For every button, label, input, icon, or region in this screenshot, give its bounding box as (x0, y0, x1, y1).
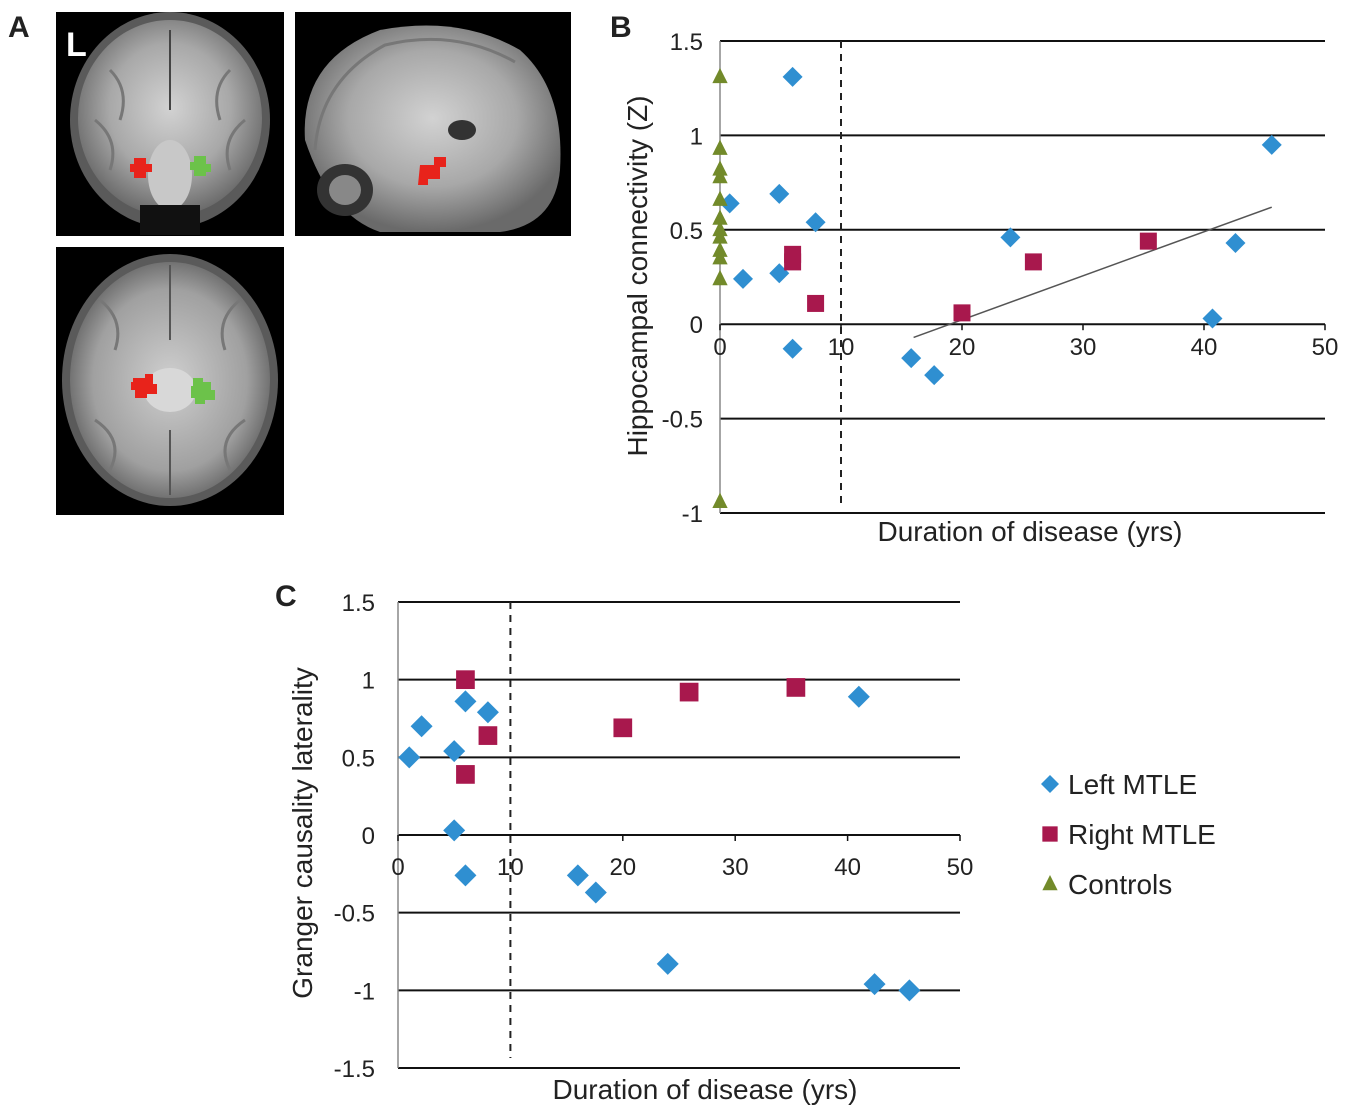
x-tick-label: 20 (609, 854, 636, 881)
data-point-diamond (732, 268, 753, 289)
y-tick-label: 0 (690, 312, 703, 339)
data-point-triangle (712, 228, 728, 244)
data-point-diamond (454, 864, 477, 887)
data-point-diamond (410, 715, 433, 738)
y-tick-label: -1 (682, 501, 703, 528)
data-point-square (807, 294, 825, 312)
data-point-diamond (443, 819, 466, 842)
x-tick-label: 0 (391, 854, 404, 881)
data-point-triangle (712, 190, 728, 206)
y-tick-label: 1 (362, 668, 375, 695)
right-hippocampus-roi-axial (191, 378, 215, 404)
hippocampus-roi-sagittal (418, 157, 446, 185)
data-point-diamond (454, 690, 477, 713)
data-point-square (456, 670, 475, 690)
data-point-square (784, 253, 802, 271)
y-tick-label: 1.5 (670, 29, 703, 56)
x-tick-label: 0 (713, 334, 726, 361)
y-tick-label: -1 (354, 978, 375, 1005)
sagittal-mri-image (295, 12, 571, 236)
chart-legend: Left MTLE Right MTLE Controls (1041, 769, 1216, 900)
y-axis-label: Hippocampal connectivity (Z) (622, 95, 653, 456)
y-tick-label: -0.5 (334, 901, 375, 928)
panel-label-b: B (610, 11, 632, 44)
data-point-triangle (712, 209, 728, 225)
x-tick-label: 30 (1070, 334, 1097, 361)
data-point-triangle (712, 269, 728, 286)
axial-mri-image (56, 247, 284, 515)
data-point-diamond (1000, 227, 1021, 248)
data-point-triangle (712, 167, 728, 184)
x-tick-label: 20 (949, 334, 976, 361)
data-point-diamond (805, 212, 826, 233)
orientation-label: L (66, 26, 87, 64)
data-point-diamond (898, 979, 921, 1002)
data-point-diamond (1202, 308, 1223, 329)
data-point-diamond (656, 952, 679, 975)
data-point-square (478, 726, 498, 745)
data-point-diamond (769, 183, 790, 204)
panel-b-chart: B Hippocampal connectivity (Z) Duration … (610, 11, 1338, 547)
data-point-triangle (712, 492, 728, 508)
data-point-diamond (443, 740, 466, 763)
legend-label: Controls (1068, 869, 1172, 900)
panel-label-c: C (275, 580, 297, 613)
panel-a: A L (8, 11, 571, 515)
data-point-diamond (566, 864, 589, 887)
data-point-square (679, 682, 699, 702)
y-tick-label: 1.5 (342, 590, 375, 617)
legend-marker (1042, 826, 1058, 842)
legend-label: Left MTLE (1068, 769, 1197, 800)
data-point-diamond (901, 348, 922, 369)
y-tick-label: -1.5 (334, 1056, 375, 1083)
panel-label-a: A (8, 11, 30, 44)
legend-marker (1042, 875, 1058, 891)
data-point-diamond (782, 338, 803, 359)
x-tick-label: 40 (834, 854, 861, 881)
x-tick-label: 50 (947, 854, 974, 881)
x-tick-label: 40 (1191, 334, 1218, 361)
legend-marker (1041, 775, 1059, 793)
data-point-triangle (712, 67, 728, 84)
coronal-mri-image: L (56, 12, 284, 236)
y-tick-label: 1 (690, 123, 703, 150)
data-point-diamond (863, 973, 886, 996)
x-axis-label: Duration of disease (yrs) (877, 516, 1182, 547)
data-point-diamond (924, 365, 945, 386)
data-point-square (613, 718, 633, 738)
data-point-diamond (584, 881, 607, 904)
data-point-diamond (476, 701, 499, 724)
data-point-diamond (847, 685, 870, 708)
x-tick-label: 50 (1312, 334, 1339, 361)
data-point-square (953, 304, 971, 322)
panel-c-chart: C Granger causality laterality Duration … (275, 580, 973, 1105)
y-tick-label: 0.5 (342, 745, 375, 772)
y-tick-label: -0.5 (662, 407, 703, 434)
data-point-diamond (1261, 134, 1282, 155)
y-tick-label: 0.5 (670, 218, 703, 245)
left-hippocampus-roi-axial (131, 374, 157, 398)
data-point-triangle (712, 249, 728, 265)
legend-label: Right MTLE (1068, 819, 1216, 850)
y-tick-label: 0 (362, 823, 375, 850)
data-point-diamond (398, 746, 421, 769)
y-axis-label: Granger causality laterality (287, 667, 318, 998)
data-point-square (786, 678, 806, 697)
data-point-square (1139, 232, 1157, 250)
data-point-square (456, 765, 475, 784)
x-tick-label: 30 (722, 854, 749, 881)
data-point-diamond (1225, 233, 1246, 254)
data-point-diamond (719, 193, 740, 214)
right-hippocampus-roi (190, 156, 211, 176)
data-point-diamond (782, 66, 803, 87)
left-hippocampus-roi (130, 158, 152, 178)
x-axis-label: Duration of disease (yrs) (552, 1074, 857, 1105)
data-point-triangle (712, 139, 728, 155)
data-point-square (1024, 253, 1042, 271)
trend-line (913, 206, 1273, 339)
